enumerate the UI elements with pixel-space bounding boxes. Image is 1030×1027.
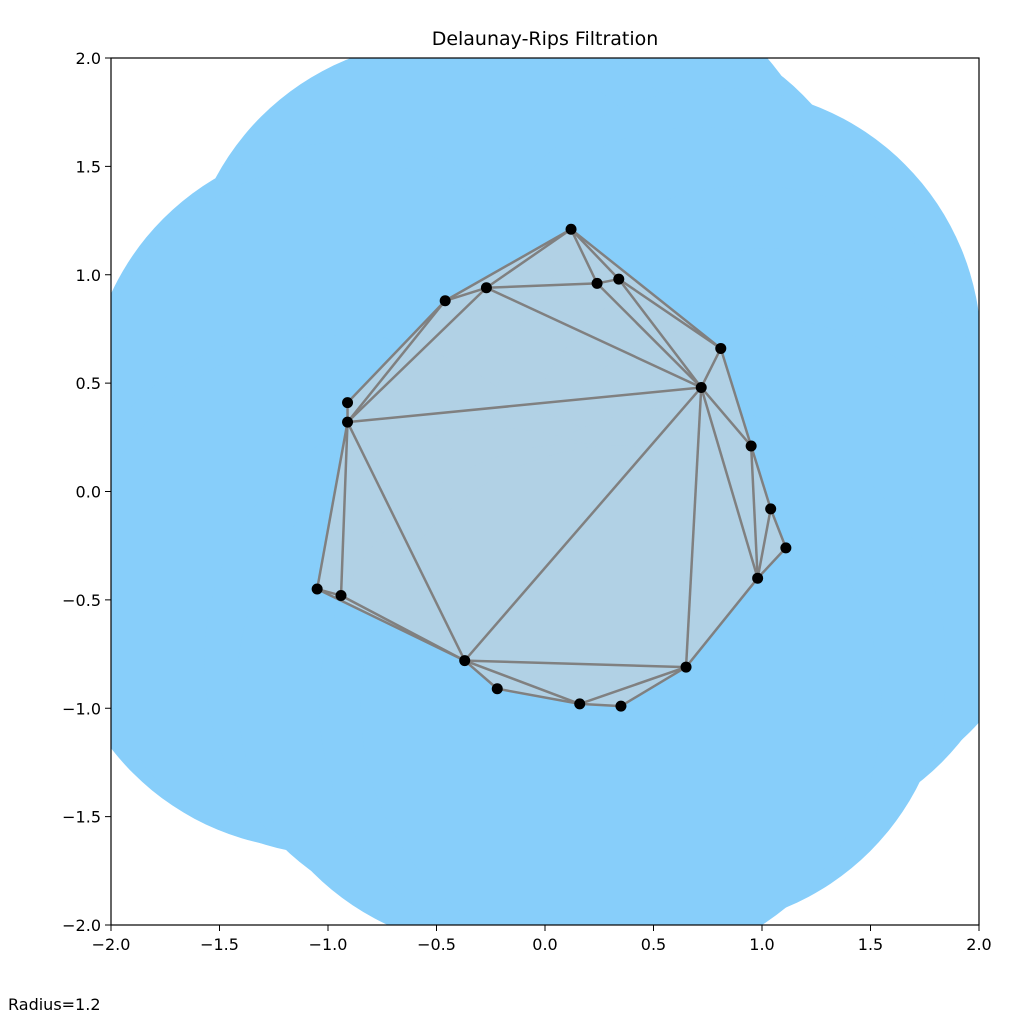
edge — [463, 659, 499, 690]
y-tick-label: 1.5 — [76, 157, 101, 176]
y-tick-label: 0.5 — [76, 374, 101, 393]
edge — [620, 665, 687, 708]
data-point — [491, 683, 503, 695]
data-point — [335, 590, 347, 602]
edge — [684, 387, 703, 668]
edge — [347, 386, 702, 424]
edge — [749, 445, 759, 579]
edge — [346, 299, 447, 404]
edge — [769, 508, 788, 549]
edge — [719, 348, 753, 447]
data-point — [680, 661, 692, 673]
edge — [315, 421, 349, 590]
edge — [346, 299, 447, 423]
simplex-triangle — [618, 279, 721, 388]
edge — [700, 387, 759, 579]
data-point — [565, 223, 577, 235]
edge — [618, 278, 722, 350]
y-tick-label: −2.0 — [62, 916, 101, 935]
simplex-triangle — [757, 508, 786, 579]
edge — [749, 445, 772, 510]
data-point — [752, 572, 764, 584]
y-axis: −2.0 −1.5 −1.0 −0.5 0.0 0.5 1.0 1.5 2.0 — [62, 49, 111, 935]
points — [311, 223, 792, 712]
edge — [346, 286, 488, 424]
data-point — [342, 397, 354, 409]
edge — [579, 665, 687, 706]
edge — [346, 421, 466, 662]
x-tick-label: −2.0 — [92, 935, 131, 954]
x-tick-label: −1.5 — [200, 935, 239, 954]
edge — [570, 228, 620, 280]
edge — [444, 286, 487, 302]
data-point — [780, 542, 792, 554]
y-tick-label: −1.0 — [62, 699, 101, 718]
data-point — [574, 698, 586, 710]
data-point — [311, 583, 323, 595]
data-point — [459, 655, 471, 667]
edge — [464, 659, 581, 706]
data-point — [613, 273, 625, 285]
simplex-triangle — [464, 660, 687, 704]
simplex-triangle — [341, 422, 465, 661]
x-tick-label: −1.0 — [309, 935, 348, 954]
simplex-triangle — [347, 387, 702, 661]
chart-title: Delaunay-Rips Filtration — [432, 28, 659, 50]
y-tick-label: 1.0 — [76, 266, 101, 285]
simplex-triangle — [701, 348, 752, 446]
edge — [485, 286, 702, 389]
edges — [315, 228, 788, 708]
edge — [596, 282, 703, 389]
edge — [685, 577, 759, 668]
edge — [617, 278, 703, 389]
data-point — [480, 282, 492, 294]
data-point — [765, 503, 777, 515]
edge — [570, 228, 722, 350]
x-tick-label: 0.5 — [641, 935, 666, 954]
simplex-triangle — [686, 387, 758, 668]
y-tick-label: −0.5 — [62, 591, 101, 610]
x-tick-label: 0.0 — [532, 935, 557, 954]
y-tick-label: −1.5 — [62, 808, 101, 827]
data-point — [615, 700, 627, 712]
edge — [464, 659, 687, 669]
edge — [485, 228, 572, 289]
simplex-triangle — [486, 229, 598, 288]
x-tick-label: 1.0 — [749, 935, 774, 954]
edge — [756, 547, 787, 580]
edge — [579, 702, 622, 708]
x-tick-label: 2.0 — [966, 935, 991, 954]
data-point — [715, 342, 727, 354]
x-tick-label: 1.5 — [858, 935, 883, 954]
edge — [463, 386, 703, 662]
data-point — [591, 277, 603, 289]
edge — [497, 687, 580, 706]
data-point — [439, 295, 451, 307]
edge — [700, 386, 753, 447]
edge — [339, 422, 349, 596]
radius-annotation: Radius=1.2 — [8, 995, 101, 1014]
y-tick-label: 2.0 — [76, 49, 101, 68]
x-axis: −2.0 −1.5 −1.0 −0.5 0.0 0.5 1.0 1.5 2.0 — [92, 925, 992, 954]
simplex-triangle — [347, 287, 702, 423]
y-tick-label: 0.0 — [76, 483, 101, 502]
edge — [486, 282, 598, 290]
x-tick-label: −0.5 — [417, 935, 456, 954]
edge — [444, 228, 572, 302]
edge — [700, 347, 722, 389]
data-point — [695, 381, 707, 393]
data-point — [342, 416, 354, 428]
edge — [756, 508, 772, 579]
edge — [569, 228, 599, 284]
data-point — [745, 440, 757, 452]
